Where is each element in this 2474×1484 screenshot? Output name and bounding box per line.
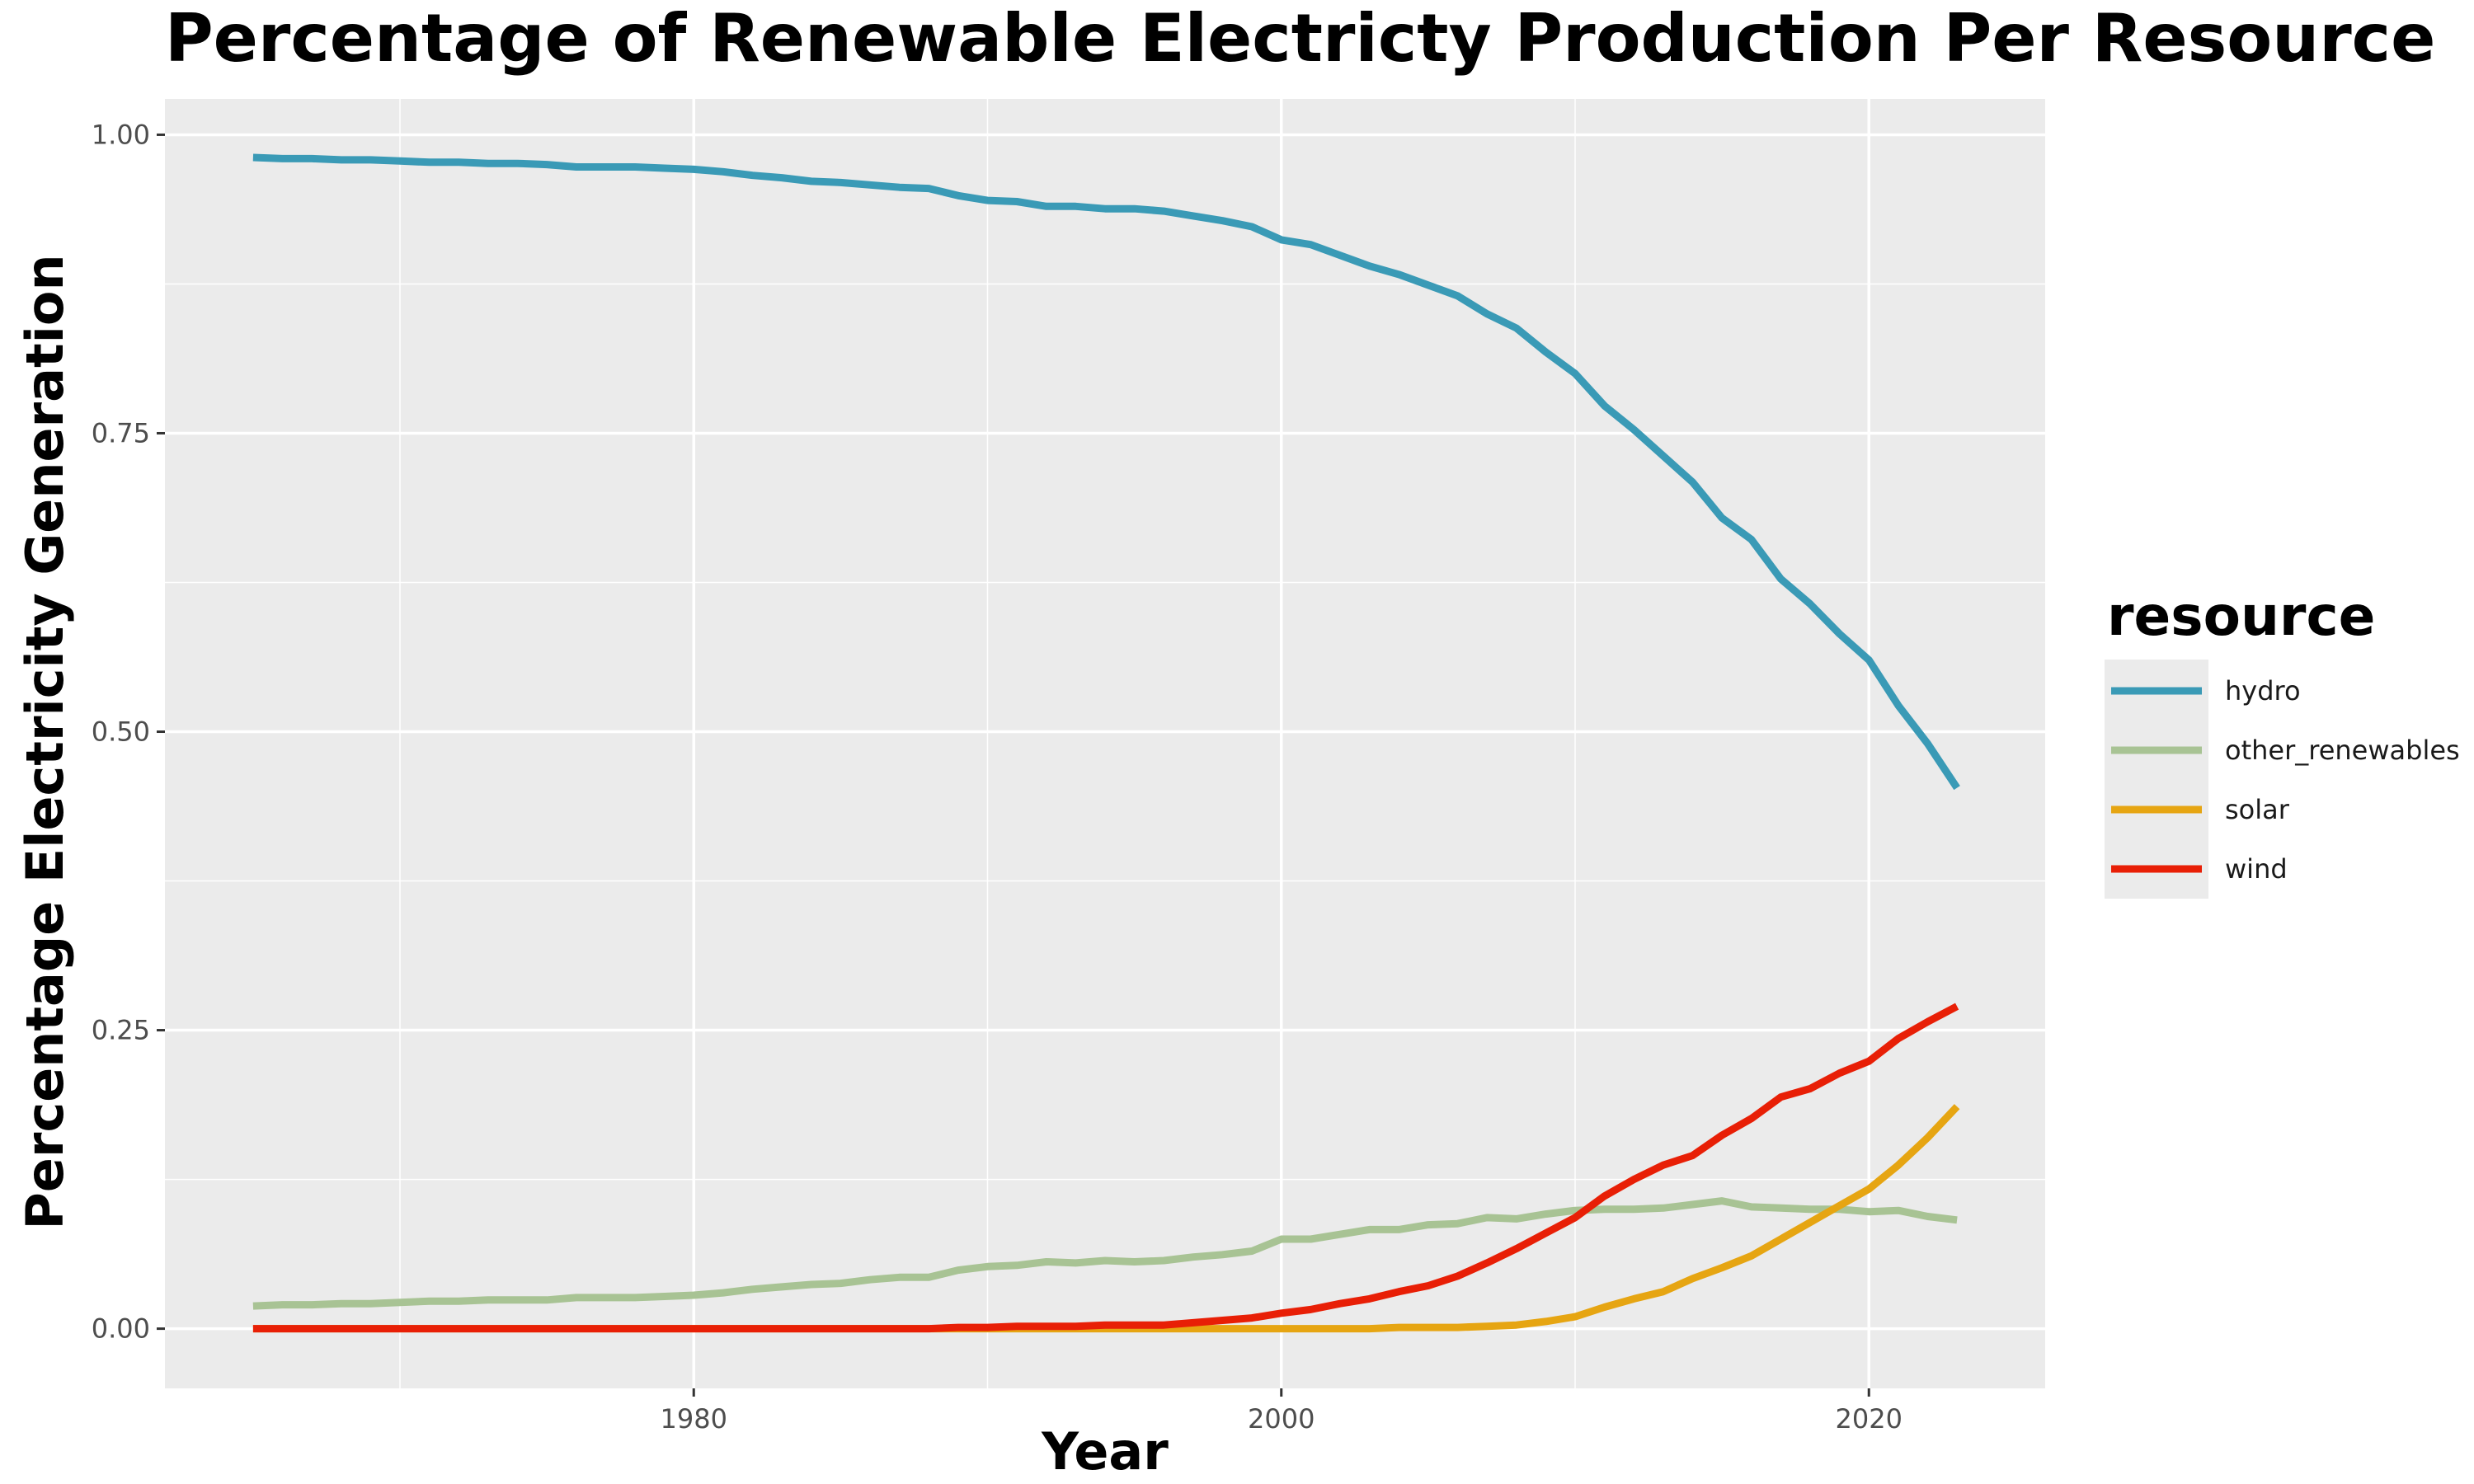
chart-title: Percentage of Renewable Electricty Produ…	[165, 0, 2435, 77]
legend-label-other-renewables: other_renewables	[2225, 735, 2460, 766]
minor-gridlines	[165, 99, 2045, 1388]
legend-label-wind: wind	[2225, 853, 2288, 885]
y-tick-label: 0.75	[92, 417, 150, 448]
y-tick-label: 1.00	[92, 119, 150, 150]
series-line-hydro	[252, 153, 1960, 791]
legend-key-background	[2105, 660, 2208, 899]
plot-panel	[165, 99, 2045, 1388]
series-line-wind	[252, 1003, 1959, 1333]
major-gridlines	[165, 99, 2045, 1388]
x-tick-label: 2000	[1248, 1403, 1315, 1435]
x-tick-label: 1980	[661, 1403, 727, 1435]
legend-label-solar: solar	[2225, 794, 2290, 825]
y-axis-title: Percentage Electricity Generation	[15, 254, 75, 1229]
series-lines	[252, 153, 1960, 1333]
y-tick-label: 0.50	[92, 716, 150, 748]
x-axis-title: Year	[1041, 1421, 1169, 1482]
legend-title: resource	[2107, 585, 2375, 648]
x-axis: 1980 2000 2020	[661, 1388, 1903, 1435]
x-tick-label: 2020	[1836, 1403, 1903, 1435]
y-axis: 0.00 0.25 0.50 0.75 1.00	[92, 119, 165, 1345]
legend-label-hydro: hydro	[2225, 675, 2301, 707]
y-tick-label: 0.00	[92, 1313, 150, 1345]
y-tick-label: 0.25	[92, 1015, 150, 1046]
series-line-other-renewables	[252, 1197, 1958, 1310]
